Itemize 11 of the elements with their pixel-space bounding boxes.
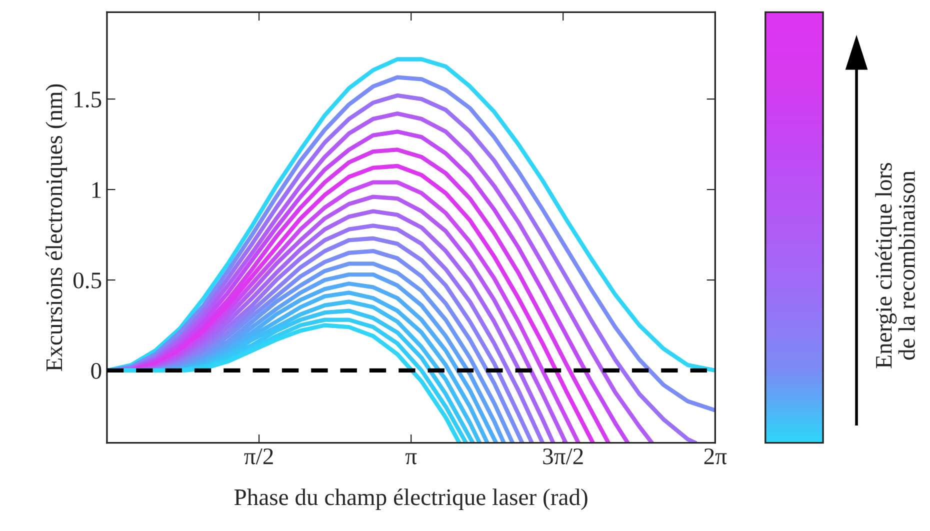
- y-tick-label: 1: [92, 182, 101, 198]
- x-tick-label: 2π: [704, 448, 727, 464]
- x-tick-label: 3π/2: [543, 448, 583, 464]
- y-axis-title: Excursions électroniques (nm): [46, 84, 68, 372]
- color-bar-title: Energie cinétique lors de la recombinaison: [875, 162, 915, 368]
- y-tick-label: 1.5: [74, 92, 102, 108]
- x-tick-label: π: [405, 453, 417, 464]
- y-tick-label: 0.5: [73, 272, 102, 289]
- y-tick-label: 0: [91, 362, 102, 379]
- x-axis-title: Phase du champ électrique laser (rad): [234, 488, 588, 510]
- x-tick-label: π/2: [244, 448, 273, 464]
